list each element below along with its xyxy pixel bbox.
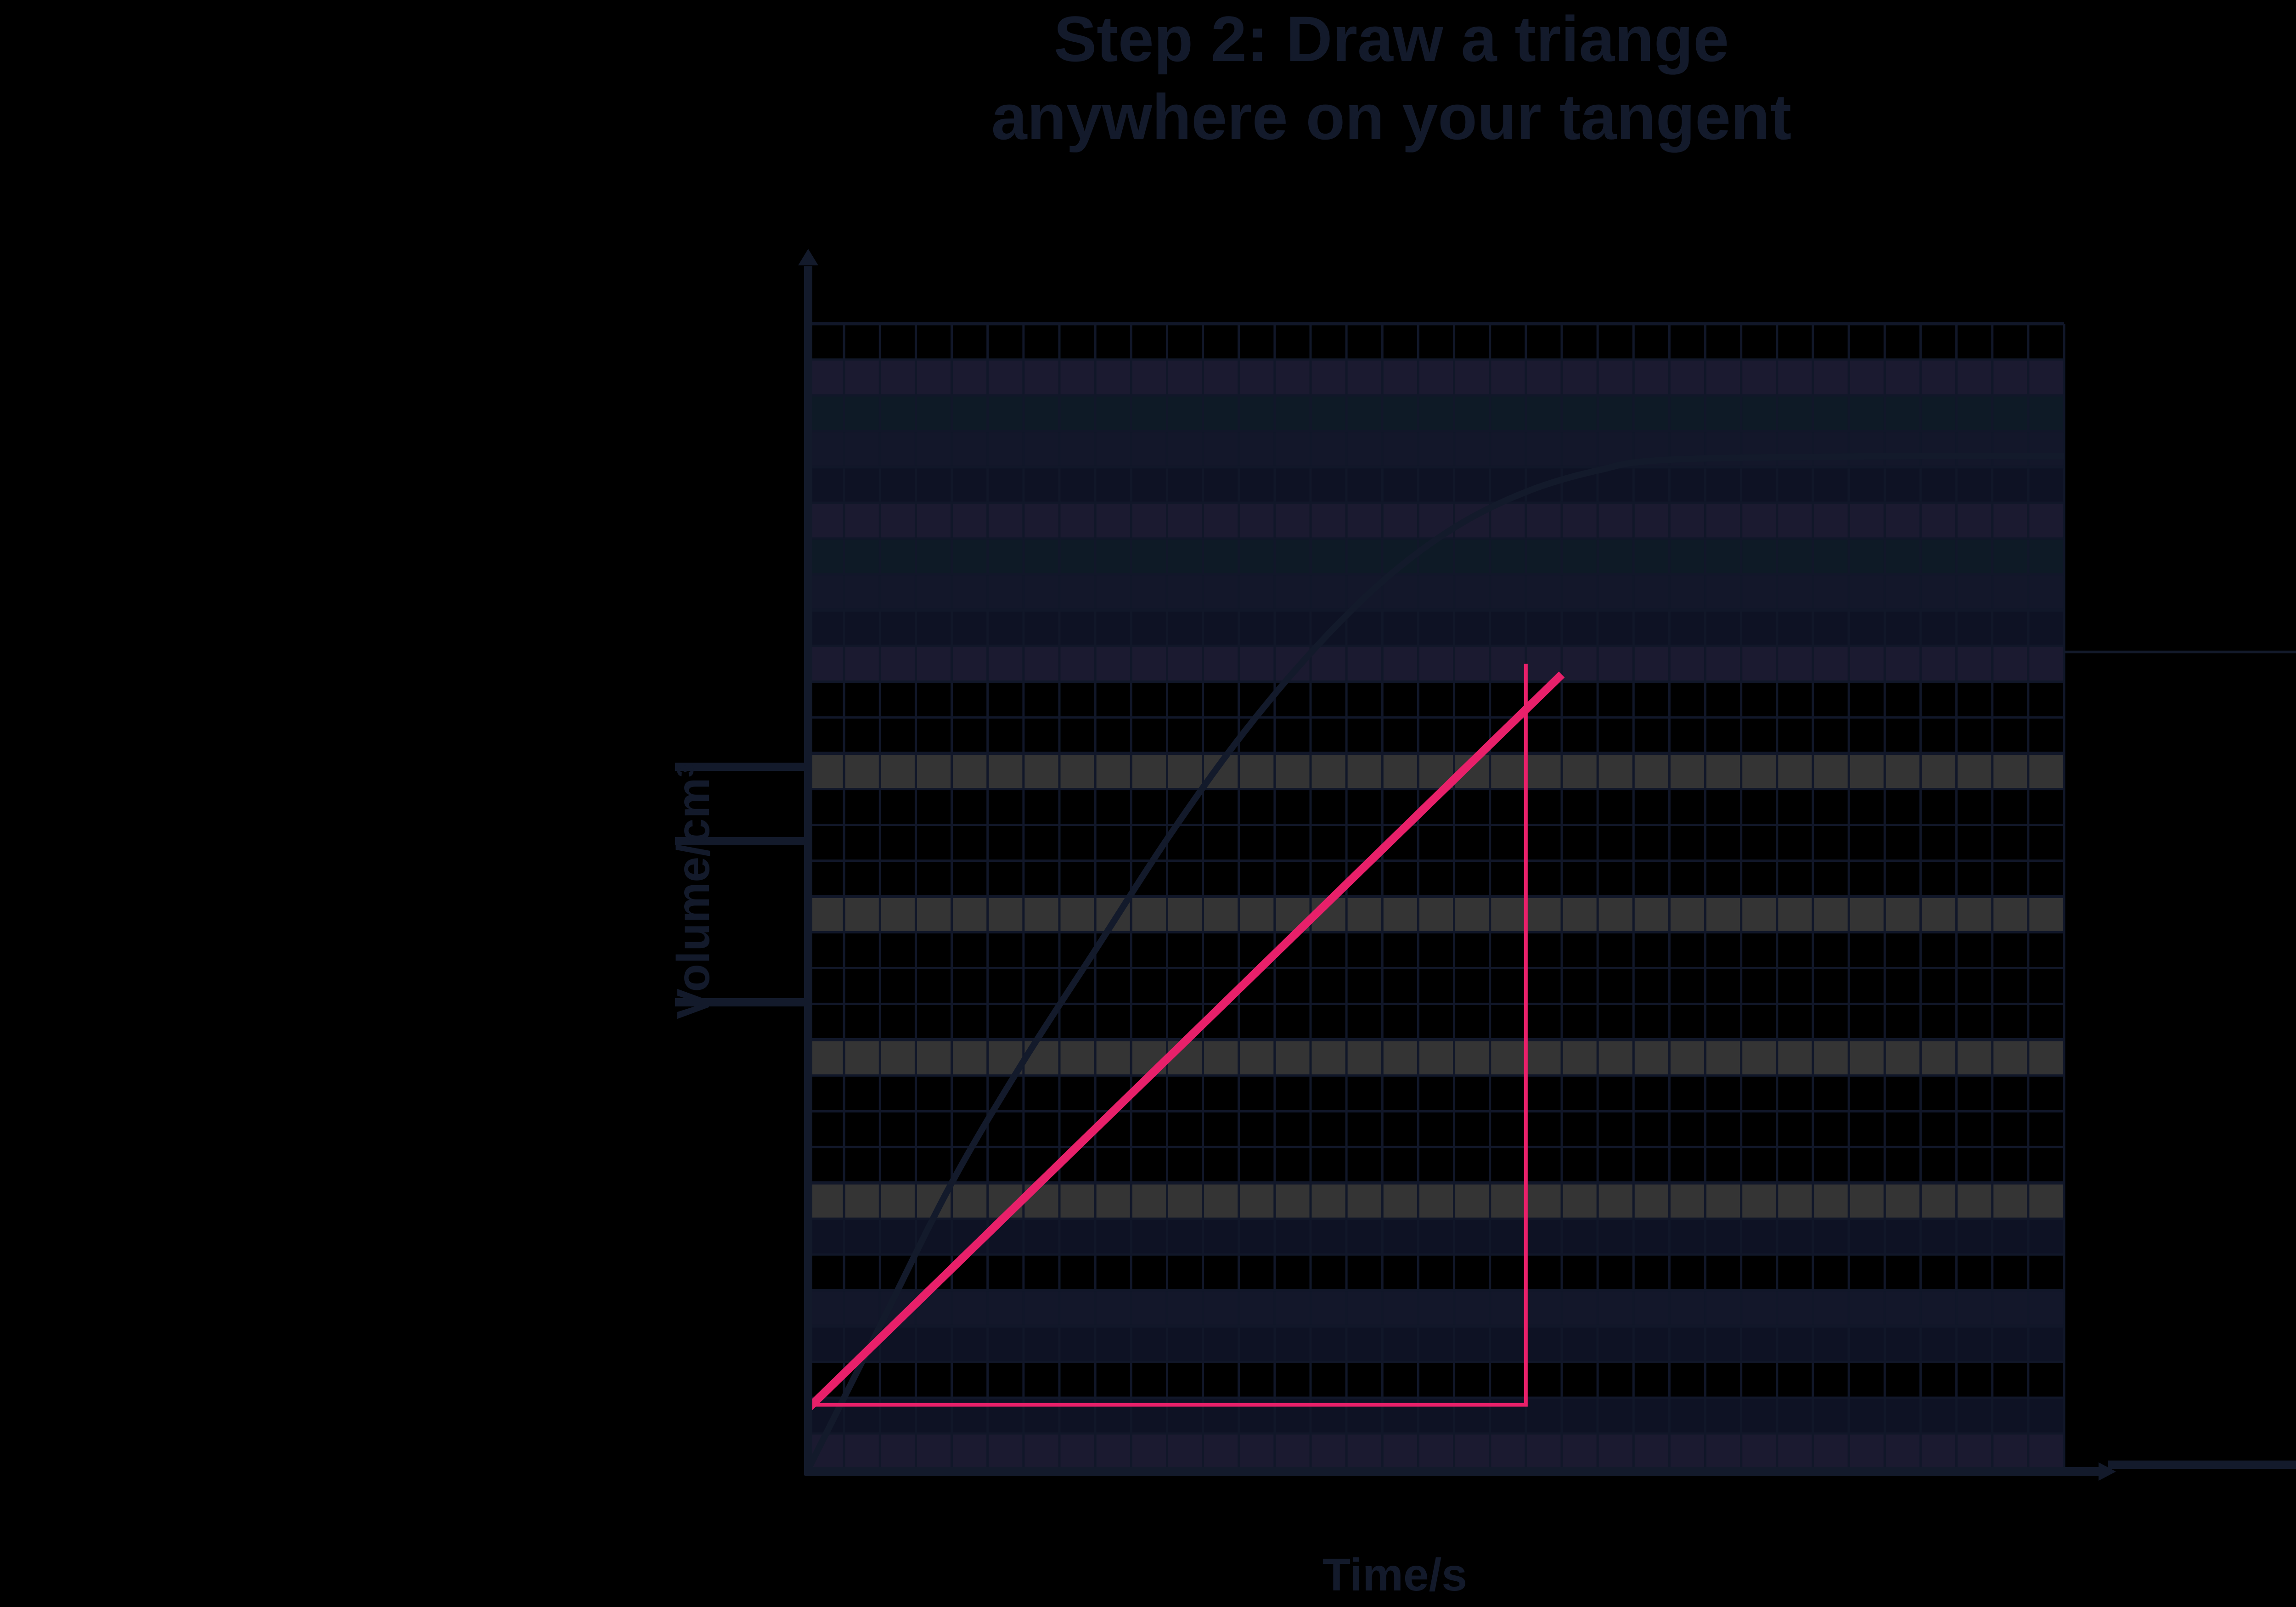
reaction-curve	[805, 452, 2065, 1471]
x-axis-arrow-icon	[2099, 1462, 2116, 1481]
y-axis-arrow-icon	[798, 249, 818, 265]
chart-title: Step 2: Draw a triange anywhere on your …	[0, 0, 2296, 156]
gradient-triangle	[808, 663, 1528, 1407]
y-axis-label: Volume/cm³	[668, 762, 719, 1019]
x-axis-label: Time/s	[1322, 1549, 1467, 1601]
title-line-1: Step 2: Draw a triange	[1053, 3, 1729, 75]
title-line-2: anywhere on your tangent	[991, 81, 1792, 153]
row-bands	[808, 359, 2064, 1469]
y-axis-ticks	[675, 763, 807, 1006]
tangent-line	[805, 671, 1565, 1411]
